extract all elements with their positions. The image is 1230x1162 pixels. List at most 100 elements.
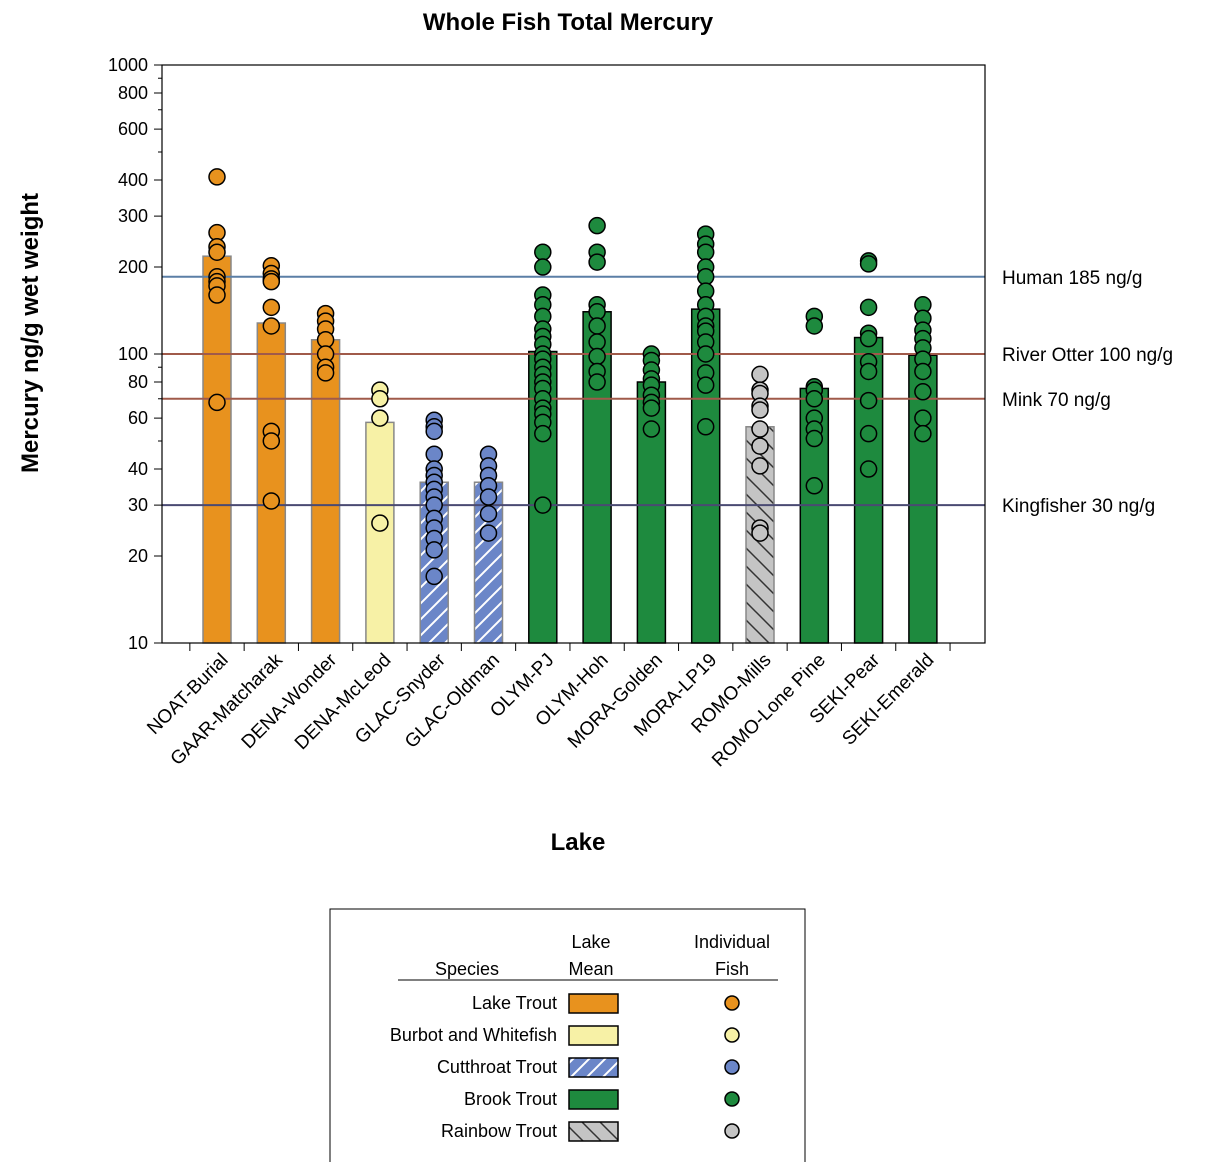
reference-line-label: River Otter 100 ng/g: [1002, 345, 1173, 366]
fish-point: [425, 422, 443, 441]
legend-swatch-mean: [568, 1025, 619, 1046]
legend-swatch-fish: [724, 1027, 740, 1043]
legend-header-species: Species: [435, 959, 499, 979]
fish-point: [751, 365, 769, 384]
legend-entries: Lake Trout Burbot and Whitefish Cutthroat …: [390, 993, 740, 1142]
fish-point: [534, 243, 552, 261]
legend-header-mean-2: Mean: [568, 959, 613, 979]
fish-point: [262, 298, 281, 317]
y-tick-label: 100: [118, 344, 148, 364]
fish-point: [208, 168, 226, 186]
legend-entry-label: Lake Trout: [472, 993, 557, 1013]
legend-swatch-mean: [568, 1089, 619, 1110]
y-tick-label: 30: [128, 495, 148, 515]
fish-point: [316, 364, 335, 382]
legend-swatch-mean: [568, 993, 619, 1014]
fish-point: [371, 409, 389, 427]
fish-point: [751, 420, 769, 438]
legend-swatch-fish: [724, 1091, 740, 1107]
reference-line-label: Mink 70 ng/g: [1002, 390, 1111, 411]
fish-point: [534, 258, 552, 276]
fish-point: [751, 437, 769, 455]
y-tick-label: 200: [118, 257, 148, 277]
fish-point: [859, 329, 878, 348]
fish-point: [914, 409, 932, 427]
legend-header-mean-1: Lake: [571, 932, 610, 952]
bar-lake-mean: [365, 421, 395, 644]
bar-lake-mean: [310, 339, 341, 644]
fish-point: [371, 390, 389, 408]
fish-point: [588, 317, 606, 335]
bar-lake-mean: [582, 311, 612, 644]
fish-point: [696, 345, 715, 363]
fish-point: [805, 390, 824, 408]
legend-swatch-mean: [568, 1057, 619, 1078]
y-axis-title: Mercury ng/g wet weight: [17, 193, 44, 473]
legend-swatch-fish: [724, 1059, 740, 1075]
fish-point: [805, 477, 824, 495]
fish-point: [859, 391, 878, 410]
y-tick-label: 400: [118, 170, 148, 190]
fish-point: [425, 541, 443, 559]
legend-entry-label: Cutthroat Trout: [437, 1057, 557, 1077]
fish-point: [208, 243, 226, 261]
fish-point: [859, 424, 878, 443]
fish-point: [805, 317, 824, 335]
fish-point: [262, 317, 281, 335]
legend-swatch-mean: [568, 1121, 619, 1142]
bar-lake-mean: [256, 322, 287, 644]
reference-line-label: Kingfisher 30 ng/g: [1002, 496, 1155, 517]
fish-point: [425, 445, 443, 463]
chart-title: Whole Fish Total Mercury: [423, 9, 714, 36]
x-category-label: DENA-McLeod: [291, 650, 395, 754]
bar-lake-mean: [202, 255, 232, 644]
fish-point: [534, 424, 552, 443]
legend-header-fish-1: Individual: [694, 932, 770, 952]
legend-swatch-fish: [724, 1123, 740, 1139]
fish-point: [696, 243, 715, 261]
fish-point: [262, 432, 281, 450]
y-tick-label: 300: [118, 206, 148, 226]
x-category-label: DENA-Wonder: [238, 649, 342, 753]
fish-point: [479, 488, 498, 506]
x-category-label: GLAC-Oldman: [401, 650, 504, 753]
legend: Species Lake Mean Individual Fish Lake T…: [329, 908, 806, 1162]
fish-point: [208, 393, 226, 412]
fish-point: [588, 373, 606, 391]
fish-point: [588, 216, 606, 235]
reference-line-label: Human 185 ng/g: [1002, 268, 1143, 289]
legend-entry-label: Rainbow Trout: [441, 1121, 557, 1141]
fish-point: [805, 429, 824, 448]
bar-lake-mean: [853, 336, 884, 644]
fish-point: [751, 457, 769, 475]
fish-point: [588, 347, 606, 366]
y-tick-label: 80: [128, 372, 148, 392]
y-tick-label: 40: [128, 459, 148, 479]
fish-point: [371, 514, 389, 532]
fish-point: [479, 524, 498, 542]
legend-header-fish-2: Fish: [715, 959, 749, 979]
fish-point: [914, 383, 932, 401]
fish-point: [859, 460, 878, 478]
legend-swatch-fish: [724, 995, 740, 1011]
fish-point: [262, 492, 281, 510]
fish-point: [751, 401, 769, 419]
fish-point: [534, 496, 552, 514]
x-axis-title: Lake: [551, 829, 606, 856]
fish-point: [859, 255, 878, 273]
fish-point: [425, 567, 443, 586]
fish-point: [208, 286, 226, 304]
fish-point: [696, 418, 715, 436]
fish-point: [751, 524, 769, 542]
y-tick-label: 20: [128, 546, 148, 566]
fish-point: [696, 268, 715, 286]
fish-point: [914, 362, 932, 381]
legend-entry-label: Brook Trout: [464, 1089, 557, 1109]
fish-point: [479, 505, 498, 523]
fish-point: [588, 333, 606, 351]
fish-point: [859, 298, 878, 317]
y-tick-label: 800: [118, 83, 148, 103]
fish-point: [642, 420, 661, 438]
x-category-label: MORA-Golden: [564, 650, 667, 753]
y-tick-label: 10: [128, 633, 148, 653]
